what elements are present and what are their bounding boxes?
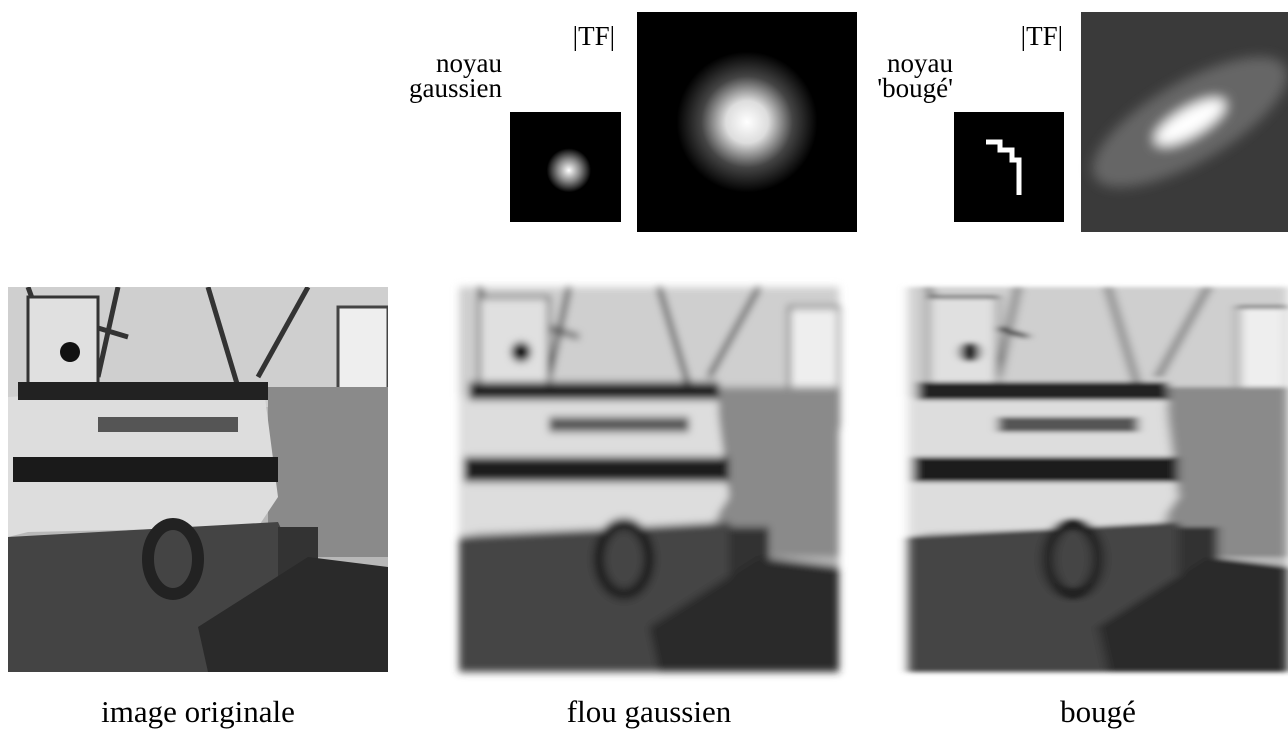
figure: noyau gaussien |TF| noyau 'bougé' |TF| i… <box>0 0 1288 729</box>
image-gaussian <box>459 287 839 672</box>
tf-label: |TF| <box>1021 21 1063 51</box>
motion-spectrum <box>1075 12 1288 232</box>
caption: image originale <box>101 694 295 729</box>
image-motion <box>908 287 1288 672</box>
tf-label: |TF| <box>573 21 615 51</box>
kernel-label: gaussien <box>409 73 502 103</box>
motion-kernel <box>954 112 1064 222</box>
gaussian-kernel <box>510 112 621 222</box>
image-original <box>8 287 388 672</box>
caption: bougé <box>1060 694 1136 729</box>
kernel-label: 'bougé' <box>877 73 953 103</box>
caption: flou gaussien <box>567 694 732 729</box>
gaussian-spectrum <box>637 12 857 232</box>
